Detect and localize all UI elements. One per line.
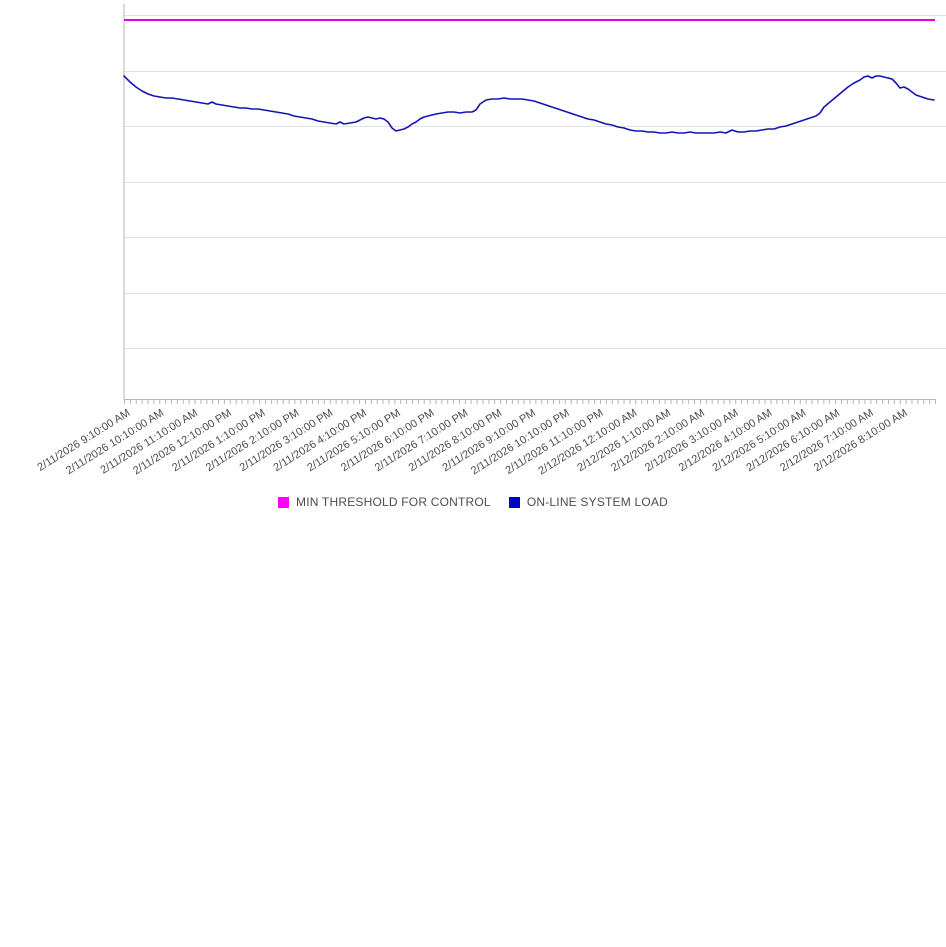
legend-item[interactable]: MIN THRESHOLD FOR CONTROL [278,495,491,509]
legend-label: ON-LINE SYSTEM LOAD [526,495,668,509]
legend-item[interactable]: ON-LINE SYSTEM LOAD [508,495,668,509]
legend-color-swatch [508,496,520,508]
legend-label: MIN THRESHOLD FOR CONTROL [296,495,491,509]
chart-container: 2/11/2026 9:10:00 AM 2/11/2026 10:10:00 A… [0,4,946,509]
gridlines [124,15,946,349]
chart-plot-area [123,4,946,404]
legend-color-swatch [278,496,290,508]
series-on-line-system-load[interactable] [123,75,935,134]
chart-legend: MIN THRESHOLD FOR CONTROL ON-LINE SYSTEM … [0,495,946,509]
